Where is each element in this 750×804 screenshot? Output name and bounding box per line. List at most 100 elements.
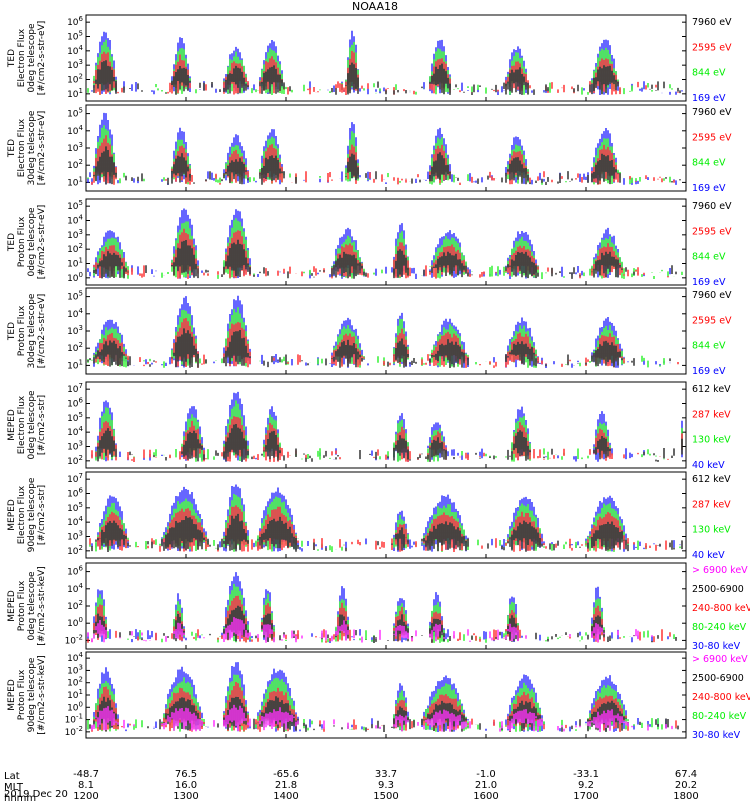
x-mlt-label: 8.1 <box>78 780 94 791</box>
chart-title: NOAA18 <box>351 0 399 13</box>
y-tick-label: 102 <box>67 158 83 171</box>
y-tick-label: 105 <box>67 411 83 424</box>
y-tick-label: 101 <box>67 358 83 371</box>
legend-item: 2500-6900 <box>692 673 744 684</box>
legend-item: > 6900 keV <box>692 565 748 576</box>
legend-item: 169 eV <box>692 183 726 194</box>
panel-5-ylabel: MEPEDElectron Flux0deg telescope[#/cm2-s… <box>7 390 47 460</box>
legend-item: 40 keV <box>692 460 725 471</box>
series-trace <box>93 583 675 643</box>
series-trace <box>91 135 675 185</box>
y-tick-label: 105 <box>67 501 83 514</box>
series-trace <box>87 617 653 643</box>
y-tick-label: 106 <box>67 15 83 28</box>
legend-item: 2500-6900 <box>692 584 744 595</box>
series-trace <box>93 146 681 185</box>
series-trace <box>87 208 671 279</box>
legend-item: 169 eV <box>692 277 726 288</box>
series-trace <box>93 239 677 279</box>
y-tick-label: 105 <box>67 30 83 43</box>
y-tick-label: 103 <box>67 228 83 241</box>
hhmm-row-label: hhmm <box>4 793 37 804</box>
y-tick-label: 105 <box>67 107 83 120</box>
legend-item: 844 eV <box>692 68 726 79</box>
legend-item: 287 keV <box>692 409 731 420</box>
y-tick-label: 107 <box>67 382 83 395</box>
x-row-labels: Lat MLT hhmm <box>4 771 36 804</box>
x-hhmm-label: 1600 <box>473 791 498 800</box>
y-tick-label: 104 <box>67 515 83 528</box>
legend-item: 612 keV <box>692 384 731 395</box>
y-tick-label: 106 <box>67 565 83 578</box>
y-tick-label: 106 <box>67 397 83 410</box>
panel-3-ylabel: TEDProton Flux0deg telescope[#/cm2-s-str… <box>7 205 47 280</box>
y-tick-label: 104 <box>67 582 83 595</box>
y-tick-label: 104 <box>67 214 83 227</box>
y-tick-label: 101 <box>67 175 83 188</box>
series-trace <box>93 60 681 95</box>
legend-item: 844 eV <box>692 158 726 169</box>
x-hhmm-label: 1300 <box>173 791 198 800</box>
x-mlt-label: 21.0 <box>475 780 497 791</box>
y-tick-label: 104 <box>67 651 83 664</box>
y-tick-label: 101 <box>67 257 83 270</box>
x-hhmm-label: 1200 <box>73 791 98 800</box>
x-lat-label: -1.0 <box>476 769 496 780</box>
y-tick-label: 102 <box>67 544 83 557</box>
legend-item: 7960 eV <box>692 201 732 212</box>
y-tick-label: 104 <box>67 124 83 137</box>
x-lat-label: 33.7 <box>375 769 397 780</box>
legend-item: 80-240 keV <box>692 711 747 722</box>
series-trace <box>91 416 683 462</box>
x-mlt-label: 9.2 <box>578 780 594 791</box>
panel-4: 101 102 103 104 105 TEDProton Flux30deg teles… <box>7 287 732 377</box>
legend-item: 7960 eV <box>692 290 732 301</box>
panel-4-ylabel: TEDProton Flux30deg telescope[#/cm2-s-st… <box>7 293 47 368</box>
legend-item: 169 eV <box>692 93 726 104</box>
legend-item: 40 keV <box>692 550 725 561</box>
legend-item: 612 keV <box>692 474 731 485</box>
legend-item: 844 eV <box>692 341 726 352</box>
legend-item: 7960 eV <box>692 17 732 28</box>
legend-item: 30-80 keV <box>692 730 741 741</box>
series-trace <box>93 605 677 643</box>
legend-item: 2595 eV <box>692 132 732 143</box>
legend-item: 169 eV <box>692 366 726 377</box>
series-trace <box>87 572 669 643</box>
x-mlt-label: 16.0 <box>175 780 197 791</box>
legend-item: 130 keV <box>692 525 731 536</box>
legend-item: 80-240 keV <box>692 622 747 633</box>
panel-7-ylabel: MEPEDProton Flux0deg telescope[#/cm2-s-s… <box>7 566 47 645</box>
x-lat-label: 67.4 <box>675 769 697 780</box>
y-tick-label: 100 <box>67 616 83 629</box>
lat-row-label: Lat <box>4 771 20 782</box>
x-mlt-label: 20.2 <box>675 780 697 791</box>
series-trace <box>91 704 673 732</box>
y-tick-label: 101 <box>67 87 83 100</box>
y-tick-label: 102 <box>67 73 83 86</box>
legend-item: 130 keV <box>692 435 731 446</box>
x-lat-label: 76.5 <box>175 769 197 780</box>
y-tick-label: 105 <box>67 199 83 212</box>
x-mlt-label: 9.3 <box>378 780 394 791</box>
legend-item: 844 eV <box>692 252 726 263</box>
series-trace <box>87 328 671 368</box>
y-tick-label: 103 <box>67 663 83 676</box>
legend-item: 7960 eV <box>692 107 732 118</box>
x-hhmm-label: 1500 <box>373 791 398 800</box>
series-trace <box>97 424 683 462</box>
legend-item: 2595 eV <box>692 226 732 237</box>
y-tick-label: 10-2 <box>65 725 83 738</box>
y-tick-label: 105 <box>67 290 83 303</box>
panel-2-ylabel: TEDElectron Flux30deg telescope[#/cm2-s-… <box>7 110 47 185</box>
panel-6-ylabel: MEPEDElectron Flux90deg telescope[#/cm2-… <box>7 477 47 552</box>
x-hhmm-label: 1800 <box>673 791 698 800</box>
series-trace <box>89 505 671 552</box>
y-tick-label: 102 <box>67 341 83 354</box>
y-tick-label: 103 <box>67 141 83 154</box>
legend-item: 30-80 keV <box>692 641 741 652</box>
x-lat-label: -48.7 <box>73 769 99 780</box>
